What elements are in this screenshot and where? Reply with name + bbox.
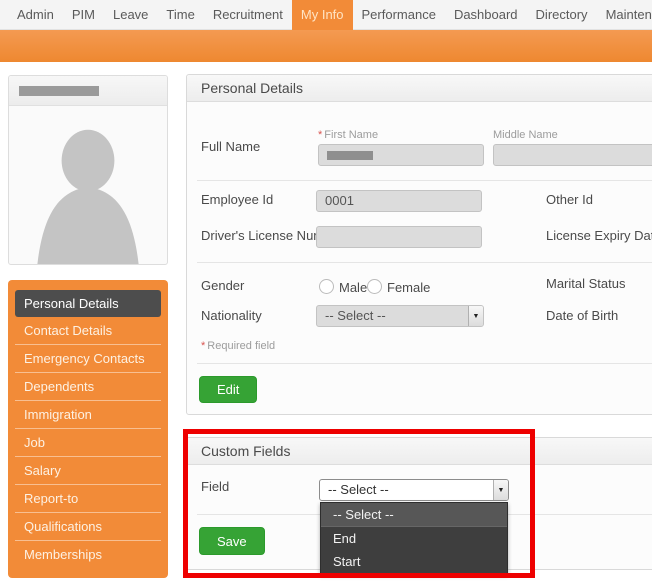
tab-directory[interactable]: Directory	[535, 7, 588, 22]
required-field-note: * Required field	[201, 340, 275, 352]
gender-female-radio	[367, 279, 382, 294]
custom-fields-title: Custom Fields	[187, 438, 652, 465]
drivers-license-label: Driver's License Number	[201, 228, 343, 243]
sidebar-item-job[interactable]: Job	[15, 428, 161, 456]
sidebar-item-contact-details[interactable]: Contact Details	[24, 323, 113, 338]
personal-details-panel: Personal Details Full Name * First Name M…	[186, 74, 652, 415]
middle-name-sublabel: Middle Name	[493, 129, 558, 141]
tab-dashboard[interactable]: Dashboard	[453, 7, 518, 22]
nationality-select: -- Select -- ▼	[316, 305, 484, 327]
tab-maintenance[interactable]: Maintenance	[605, 7, 652, 22]
sidebar-menu: Personal Details Contact Details Emergen…	[8, 280, 168, 578]
date-of-birth-label: Date of Birth	[546, 308, 619, 323]
sidebar-item-dependents[interactable]: Dependents	[15, 372, 161, 400]
license-expiry-label: License Expiry Date	[546, 228, 652, 243]
profile-card	[8, 75, 168, 265]
header-band	[0, 30, 652, 62]
sidebar-item-qualifications[interactable]: Qualifications	[15, 512, 161, 540]
middle-name-input	[493, 144, 652, 166]
dropdown-arrow-icon: ▼	[493, 480, 508, 500]
redacted-first-name-value	[327, 151, 373, 160]
tab-admin[interactable]: Admin	[17, 7, 54, 22]
sidebar-item-immigration[interactable]: Immigration	[15, 400, 161, 428]
dropdown-option-start[interactable]: Start	[333, 554, 361, 569]
required-asterisk-icon: *	[318, 129, 323, 141]
dropdown-arrow-icon: ▼	[468, 306, 483, 326]
employee-id-input: 0001	[316, 190, 482, 212]
dropdown-option-end[interactable]: End	[333, 531, 357, 546]
custom-fields-panel: Custom Fields Field -- Select -- ▼ Save …	[186, 437, 652, 574]
nationality-select-value: -- Select --	[325, 308, 386, 323]
sidebar-item-memberships[interactable]: Memberships	[15, 540, 161, 568]
gender-label: Gender	[201, 278, 245, 293]
dropdown-option-select[interactable]: -- Select --	[321, 503, 507, 527]
nationality-label: Nationality	[201, 308, 262, 323]
custom-fields-body: Field -- Select -- ▼ Save -- Select -- E…	[187, 465, 652, 574]
employee-id-label: Employee Id	[201, 192, 274, 207]
field-label: Field	[201, 479, 230, 494]
row-divider	[197, 262, 652, 263]
tab-pim[interactable]: PIM	[71, 7, 95, 22]
first-name-sublabel-text: First Name	[324, 129, 379, 141]
gender-female-label: Female	[387, 280, 431, 295]
sidebar-item-salary[interactable]: Salary	[15, 456, 161, 484]
row-divider	[197, 180, 652, 181]
field-select-value: -- Select --	[328, 482, 389, 497]
field-select[interactable]: -- Select -- ▼	[319, 479, 509, 501]
required-note-text: Required field	[207, 340, 276, 352]
sidebar-item-personal-details[interactable]: Personal Details	[15, 290, 161, 317]
personal-details-title: Personal Details	[187, 75, 652, 102]
top-navbar: Admin PIM Leave Time Recruitment My Info…	[0, 0, 652, 34]
nav-tabs: Admin PIM Leave Time Recruitment My Info…	[0, 0, 652, 34]
first-name-sublabel: * First Name	[318, 129, 378, 141]
redacted-employee-name	[19, 86, 99, 96]
sidebar-item-emergency-contacts[interactable]: Emergency Contacts	[15, 344, 161, 372]
other-id-label: Other Id	[546, 192, 593, 207]
tab-leave[interactable]: Leave	[112, 7, 149, 22]
tab-performance[interactable]: Performance	[361, 7, 436, 22]
full-name-label: Full Name	[201, 139, 261, 154]
field-dropdown-list: -- Select -- End Start	[320, 502, 508, 574]
gender-male-radio	[319, 279, 334, 294]
personal-details-body: Full Name * First Name Middle Name Employ…	[187, 102, 652, 413]
marital-status-label: Marital Status	[546, 276, 626, 291]
drivers-license-input	[316, 226, 482, 248]
row-divider	[197, 363, 652, 364]
edit-button[interactable]: Edit	[199, 376, 258, 403]
profile-photo[interactable]	[9, 106, 167, 264]
save-button[interactable]: Save	[199, 527, 265, 555]
tab-recruitment[interactable]: Recruitment	[212, 7, 283, 22]
first-name-input	[318, 144, 484, 166]
gender-male-label: Male	[339, 280, 368, 295]
person-silhouette-icon	[37, 129, 139, 264]
tab-my-info[interactable]: My Info	[291, 0, 353, 34]
required-asterisk-icon: *	[201, 340, 206, 352]
tab-time[interactable]: Time	[166, 7, 195, 22]
sidebar-item-report-to[interactable]: Report-to	[15, 484, 161, 512]
profile-card-header	[9, 76, 167, 106]
